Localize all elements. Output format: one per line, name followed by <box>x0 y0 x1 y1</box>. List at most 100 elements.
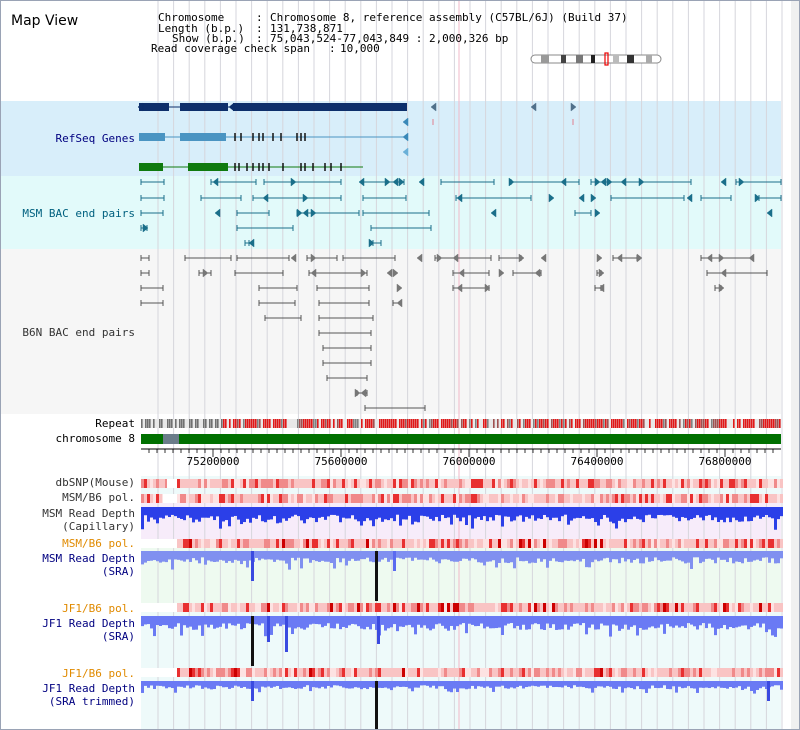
feature-arrow[interactable] <box>570 102 577 112</box>
feature-arrow[interactable] <box>202 268 209 278</box>
feature-arrow[interactable] <box>456 283 463 293</box>
feature-arrow[interactable] <box>310 268 317 278</box>
depth-bar <box>585 507 588 519</box>
feature-arrow[interactable] <box>358 177 365 187</box>
feature-arrow[interactable] <box>636 253 643 263</box>
feature-tracks[interactable] <box>137 102 782 411</box>
feature-arrow[interactable] <box>228 102 235 112</box>
feature-arrow[interactable] <box>686 193 693 203</box>
polymorphism-cell <box>402 603 405 612</box>
feature-arrow[interactable] <box>718 283 725 293</box>
jf1-pol2-label[interactable]: JF1/B6 pol. <box>62 667 135 680</box>
feature-arrow[interactable] <box>262 193 269 203</box>
feature-arrow[interactable] <box>540 253 547 263</box>
jf1-pol-label[interactable]: JF1/B6 pol. <box>62 602 135 615</box>
feature-arrow[interactable] <box>290 253 297 263</box>
feature-arrow[interactable] <box>360 388 367 398</box>
depth-bar <box>582 681 585 688</box>
feature-arrow[interactable] <box>530 102 537 112</box>
b6n-bac-label[interactable]: B6N BAC end pairs <box>22 326 135 339</box>
feature-arrow[interactable] <box>214 208 221 218</box>
feature-arrow[interactable] <box>384 177 391 187</box>
repeat-label[interactable]: Repeat <box>95 417 135 430</box>
feature-arrow[interactable] <box>560 177 567 187</box>
feature-arrow[interactable] <box>402 132 409 142</box>
chromosome-label[interactable]: chromosome 8 <box>56 432 135 445</box>
depth-bar <box>696 507 699 516</box>
feature-arrow[interactable] <box>392 177 399 187</box>
jf1-depth-trim-label[interactable]: JF1 Read Depth <box>42 682 135 695</box>
feature-arrow[interactable] <box>418 177 425 187</box>
msm-depth-sra-label[interactable]: MSM Read Depth <box>42 552 135 565</box>
feature-arrow[interactable] <box>430 102 437 112</box>
feature-arrow[interactable] <box>137 102 144 112</box>
feature-arrow[interactable] <box>142 223 149 233</box>
feature-arrow[interactable] <box>310 208 317 218</box>
feature-arrow[interactable] <box>398 177 405 187</box>
feature-arrow[interactable] <box>620 177 627 187</box>
feature-arrow[interactable] <box>594 177 601 187</box>
feature-arrow[interactable] <box>484 283 491 293</box>
feature-arrow[interactable] <box>354 388 361 398</box>
feature-arrow[interactable] <box>598 283 605 293</box>
depth-bar <box>417 551 420 560</box>
msm-pol2-label[interactable]: MSM/B6 pol. <box>62 537 135 550</box>
feature-arrow[interactable] <box>718 253 725 263</box>
feature-arrow[interactable] <box>386 268 393 278</box>
feature-arrow[interactable] <box>458 268 465 278</box>
feature-arrow[interactable] <box>310 253 317 263</box>
feature-arrow[interactable] <box>212 177 219 187</box>
msm-pol-label[interactable]: MSM/B6 pol. <box>62 491 135 504</box>
feature-arrow[interactable] <box>416 253 423 263</box>
feature-arrow[interactable] <box>302 193 309 203</box>
feature-arrow[interactable] <box>456 193 463 203</box>
feature-arrow[interactable] <box>360 268 367 278</box>
feature-arrow[interactable] <box>594 208 601 218</box>
feature-arrow[interactable] <box>600 177 607 187</box>
chromosome-ideogram[interactable] <box>530 52 662 66</box>
feature-arrow[interactable] <box>720 268 727 278</box>
feature-arrow[interactable] <box>296 208 303 218</box>
feature-arrow[interactable] <box>290 177 297 187</box>
feature-arrow[interactable] <box>598 268 605 278</box>
feature-arrow[interactable] <box>596 253 603 263</box>
feature-arrow[interactable] <box>436 253 443 263</box>
feature-arrow[interactable] <box>548 193 555 203</box>
feature-arrow[interactable] <box>248 238 255 248</box>
feature-arrow[interactable] <box>402 147 409 157</box>
feature-arrow[interactable] <box>490 208 497 218</box>
chromosome-bar[interactable] <box>141 434 781 444</box>
feature-arrow[interactable] <box>302 208 309 218</box>
feature-arrow[interactable] <box>402 117 409 127</box>
feature-arrow[interactable] <box>498 268 505 278</box>
feature-arrow[interactable] <box>706 253 713 263</box>
msm-depth-capillary-label[interactable]: MSM Read Depth <box>42 507 135 520</box>
feature-arrow[interactable] <box>368 238 375 248</box>
feature-arrow[interactable] <box>578 193 585 203</box>
feature-arrow[interactable] <box>766 208 773 218</box>
repeat-element <box>355 419 357 428</box>
feature-arrow[interactable] <box>396 298 403 308</box>
feature-arrow[interactable] <box>392 268 399 278</box>
feature-arrow[interactable] <box>590 193 597 203</box>
dbsnp-label[interactable]: dbSNP(Mouse) <box>56 476 135 489</box>
feature-arrow[interactable] <box>616 253 623 263</box>
quantitative-tracks[interactable] <box>141 479 783 730</box>
feature-arrow[interactable] <box>452 253 459 263</box>
jf1-depth-sra-label[interactable]: JF1 Read Depth <box>42 617 135 630</box>
feature-arrow[interactable] <box>606 177 613 187</box>
feature-arrow[interactable] <box>638 177 645 187</box>
feature-arrow[interactable] <box>396 283 403 293</box>
feature-arrow[interactable] <box>720 177 727 187</box>
msm-bac-label[interactable]: MSM BAC end pairs <box>22 207 135 220</box>
feature-arrow[interactable] <box>748 253 755 263</box>
feature-arrow[interactable] <box>534 268 541 278</box>
refseq-genes-label[interactable]: RefSeq Genes <box>56 132 135 145</box>
feature-arrow[interactable] <box>738 177 745 187</box>
repeat-track[interactable] <box>141 419 781 428</box>
feature-arrow[interactable] <box>508 177 515 187</box>
polymorphism-cell <box>663 603 666 612</box>
feature-arrow[interactable] <box>754 193 761 203</box>
feature-arrow[interactable] <box>518 253 525 263</box>
